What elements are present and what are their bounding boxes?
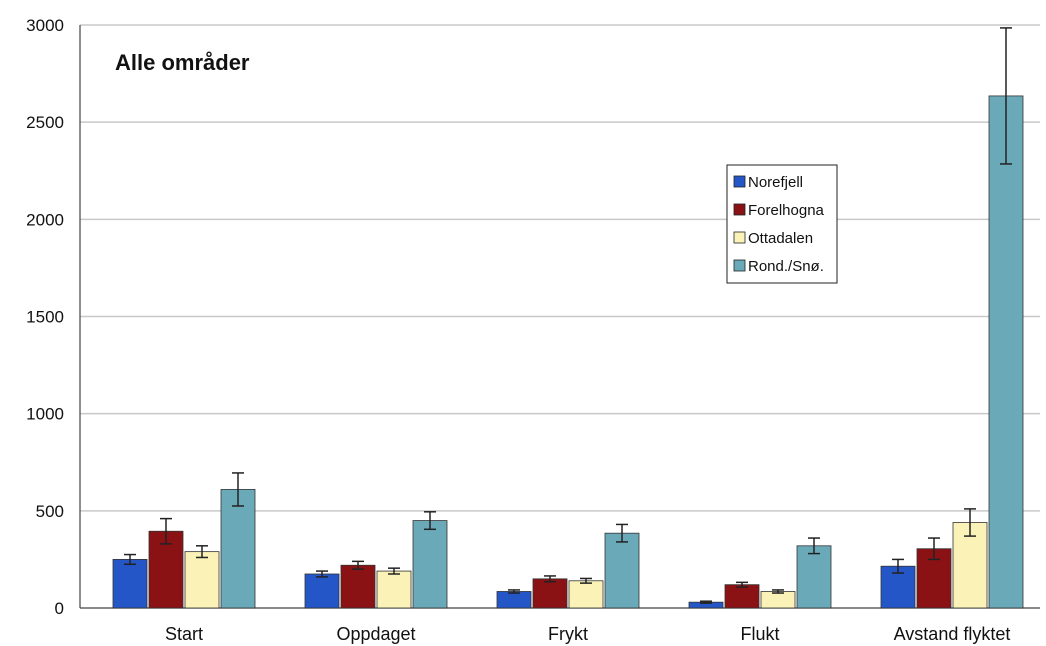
- chart-title: Alle områder: [115, 50, 250, 75]
- error-bar: [508, 589, 520, 594]
- error-bar: [160, 517, 172, 545]
- legend-swatch: [733, 259, 746, 272]
- error-bar: [388, 567, 400, 575]
- error-bar: [964, 508, 976, 537]
- y-tick-label: 3000: [26, 16, 64, 35]
- error-bar: [772, 589, 784, 594]
- y-tick-label: 1500: [26, 308, 64, 327]
- y-tick-label: 2000: [26, 210, 64, 229]
- bar-norefjell-1: [304, 573, 340, 609]
- legend-label: Ottadalen: [748, 230, 813, 247]
- error-bar: [928, 537, 940, 561]
- error-bar: [1000, 27, 1012, 165]
- x-category-label: Flukt: [740, 624, 779, 644]
- error-bar: [544, 575, 556, 583]
- bar-forelhogna-1: [340, 564, 376, 609]
- error-bar: [700, 600, 712, 604]
- bar-rond-sn--0: [220, 489, 256, 609]
- error-bar: [232, 472, 244, 507]
- error-bar: [196, 545, 208, 559]
- legend-swatch: [733, 175, 746, 188]
- bar-ottadalen-0: [184, 551, 220, 609]
- error-bar: [736, 581, 748, 588]
- bar-rond-sn--2: [604, 532, 640, 609]
- error-bar: [580, 577, 592, 584]
- y-tick-label: 1000: [26, 405, 64, 424]
- bars: [112, 95, 1024, 609]
- legend-swatch: [733, 203, 746, 216]
- legend-swatch: [733, 231, 746, 244]
- legend: Norefjell Forelhogna Ottadalen Rond./Snø.: [726, 164, 838, 284]
- y-tick-label: 0: [55, 599, 64, 618]
- bar-norefjell-0: [112, 559, 148, 609]
- legend-label: Forelhogna: [748, 202, 825, 219]
- legend-item: Rond./Snø.: [733, 258, 824, 275]
- bar-norefjell-2: [496, 591, 532, 609]
- y-tick-label: 500: [36, 502, 64, 521]
- error-bar: [616, 523, 628, 543]
- x-category-label: Avstand flyktet: [894, 624, 1011, 644]
- bar-ottadalen-3: [760, 591, 796, 609]
- x-category-label: Start: [165, 624, 203, 644]
- legend-item: Ottadalen: [733, 230, 813, 247]
- x-category-label: Oppdaget: [336, 624, 415, 644]
- bar-forelhogna-3: [724, 584, 760, 609]
- bar-rond-sn--4: [988, 95, 1024, 609]
- gridlines: [79, 24, 1040, 609]
- error-bar: [808, 537, 820, 555]
- error-bar: [424, 511, 436, 531]
- x-axis-categories: Start Oppdaget Frykt Flukt Avstand flyktet: [165, 624, 1010, 644]
- bar-rond-sn--3: [796, 545, 832, 609]
- bar-rond-sn--1: [412, 520, 448, 609]
- error-bar: [352, 560, 364, 570]
- y-axis-ticks: 0 500 1000 1500 2000 2500 3000: [26, 16, 64, 618]
- y-tick-label: 2500: [26, 113, 64, 132]
- legend-item: Norefjell: [733, 174, 803, 191]
- error-bars: [124, 27, 1012, 604]
- legend-label: Norefjell: [748, 174, 803, 191]
- bar-forelhogna-2: [532, 578, 568, 609]
- bar-ottadalen-2: [568, 580, 604, 609]
- bar-ottadalen-1: [376, 570, 412, 609]
- x-category-label: Frykt: [548, 624, 588, 644]
- error-bar: [892, 558, 904, 574]
- legend-label: Rond./Snø.: [748, 258, 824, 275]
- error-bar: [124, 553, 136, 566]
- error-bar: [316, 570, 328, 578]
- legend-item: Forelhogna: [733, 202, 825, 219]
